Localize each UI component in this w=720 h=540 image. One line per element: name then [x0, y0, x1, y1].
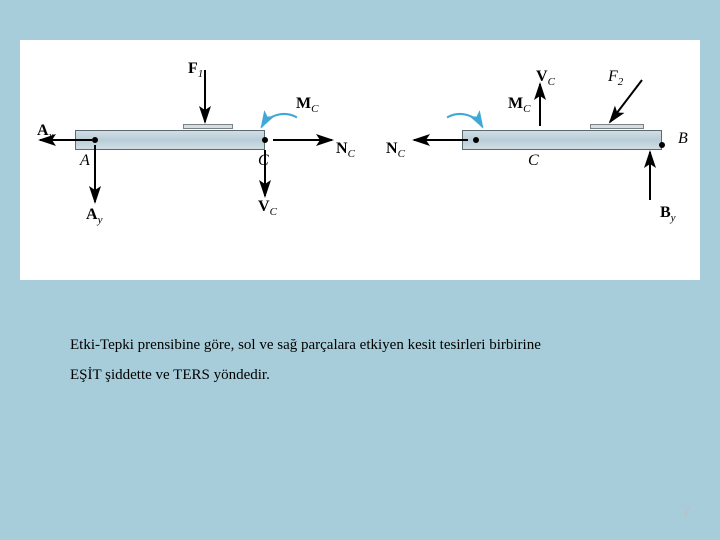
- label-Ay: Ay: [86, 206, 102, 226]
- dot-C_right: [473, 137, 479, 143]
- label-F1: F1: [188, 60, 203, 80]
- caption-line-2: EŞİT şiddette ve TERS yöndedir.: [70, 360, 541, 390]
- label-C_l: C: [258, 152, 269, 170]
- caption-text: Etki-Tepki prensibine göre, sol ve sağ p…: [70, 330, 541, 390]
- label-Nc_l: NC: [336, 140, 355, 160]
- page-number: 7: [682, 504, 690, 520]
- dot-B: [659, 142, 665, 148]
- label-B: B: [678, 130, 688, 148]
- label-Nc_r: NC: [386, 140, 405, 160]
- label-A: A: [80, 152, 90, 170]
- label-Mc_l: MC: [296, 95, 318, 115]
- moment-arc-left: [261, 114, 297, 127]
- label-F2: F2: [608, 68, 623, 88]
- dot-C_left: [262, 137, 268, 143]
- label-Vc_l: VC: [258, 198, 277, 218]
- label-Mc_r: MC: [508, 95, 530, 115]
- caption-line-1: Etki-Tepki prensibine göre, sol ve sağ p…: [70, 330, 541, 360]
- dot-A: [92, 137, 98, 143]
- label-C_r: C: [528, 152, 539, 170]
- label-By: By: [660, 204, 676, 224]
- label-Ax: Ax: [37, 122, 53, 142]
- moment-arc-right: [447, 114, 483, 127]
- label-Vc_r: VC: [536, 68, 555, 88]
